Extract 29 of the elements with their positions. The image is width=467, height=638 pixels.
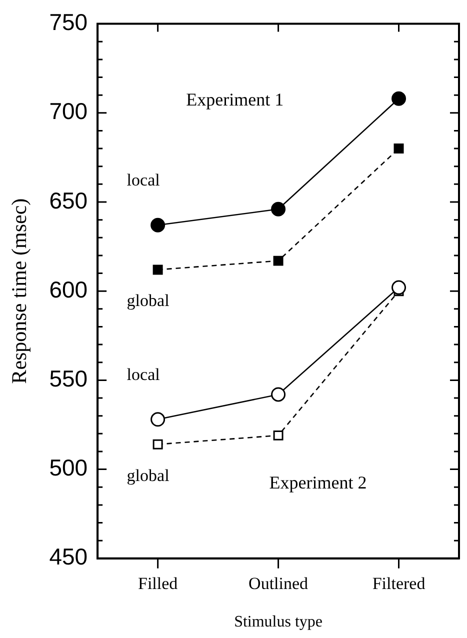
annotation: Experiment 1 [186,90,284,110]
y-tick-label: 650 [49,187,88,214]
y-tick-label: 700 [49,98,88,124]
point [150,218,166,232]
point [152,264,163,275]
point [271,387,286,402]
point [150,412,166,427]
point [271,202,286,216]
point [273,256,284,266]
point [392,280,406,295]
point [273,430,284,440]
series-label: global [126,466,170,485]
point [394,144,404,154]
y-tick-label: 750 [49,9,88,36]
y-tick-label: 450 [49,544,88,570]
series-label: local [126,364,160,384]
series-label: local [126,170,160,190]
x-tick-label: Filtered [372,574,426,594]
point [152,439,163,450]
series-label: global [126,291,170,310]
y-tick-label: 600 [49,276,88,302]
annotation: Experiment 2 [269,472,367,492]
y-tick-label: 500 [49,454,88,481]
point [392,91,406,106]
y-axis-title: Response time (msec) [7,198,32,384]
y-tick-label: 550 [49,366,88,392]
x-tick-label: Outlined [248,574,309,594]
x-axis-title: Stimulus type [234,614,323,631]
x-tick-label: Filled [138,574,178,594]
